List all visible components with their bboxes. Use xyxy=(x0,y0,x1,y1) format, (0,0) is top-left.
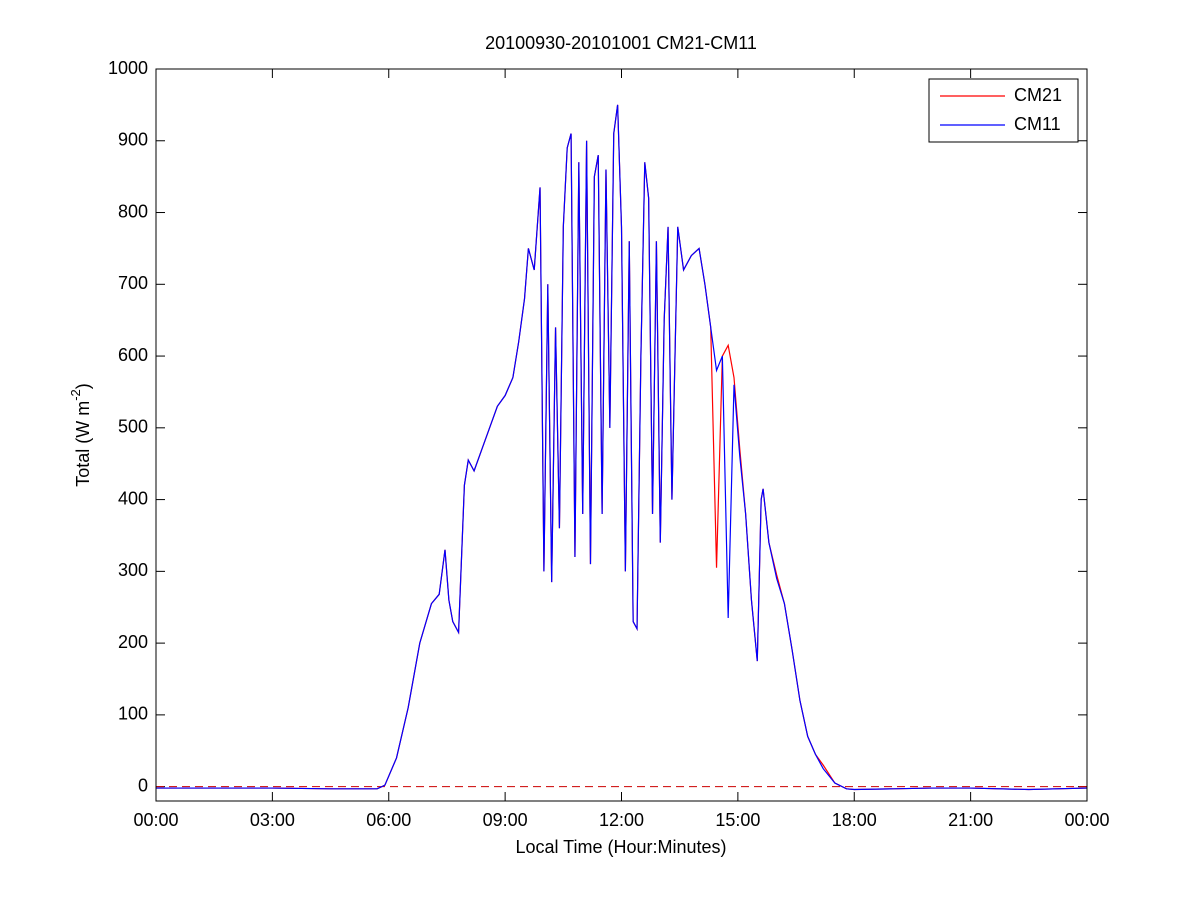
y-tick-label: 500 xyxy=(118,417,148,437)
data-line xyxy=(156,104,1088,791)
y-tick-label: 600 xyxy=(118,345,148,365)
y-axis-label-end: ) xyxy=(73,383,93,389)
x-tick-label: 21:00 xyxy=(948,810,993,830)
y-tick-label: 800 xyxy=(118,201,148,221)
x-tick-label: 06:00 xyxy=(366,810,411,830)
y-tick-label: 100 xyxy=(118,704,148,724)
y-tick-label: 700 xyxy=(118,273,148,293)
x-tick-label: 18:00 xyxy=(832,810,877,830)
y-axis-label-text: Total (W m xyxy=(73,401,93,487)
y-tick-label: 1000 xyxy=(108,58,148,78)
y-tick-label: 300 xyxy=(118,560,148,580)
x-tick-label: 09:00 xyxy=(483,810,528,830)
x-tick-label: 00:00 xyxy=(1064,810,1109,830)
x-tick-label: 12:00 xyxy=(599,810,644,830)
legend-label: CM21 xyxy=(1014,85,1062,105)
x-tick-label: 03:00 xyxy=(250,810,295,830)
x-tick-label: 00:00 xyxy=(133,810,178,830)
y-tick-label: 0 xyxy=(138,775,148,795)
x-tick-label: 15:00 xyxy=(715,810,760,830)
x-axis-label: Local Time (Hour:Minutes) xyxy=(515,837,726,857)
plot-frame xyxy=(155,68,1088,802)
legend-box xyxy=(928,78,1079,143)
chart-title: 20100930-20101001 CM21-CM11 xyxy=(485,33,757,53)
y-tick-label: 900 xyxy=(118,130,148,150)
y-axis-label-sup: -2 xyxy=(68,389,83,401)
y-axis-label: Total (W m-2) xyxy=(68,383,92,487)
y-tick-label: 200 xyxy=(118,632,148,652)
legend-label: CM11 xyxy=(1014,114,1061,134)
y-tick-label: 400 xyxy=(118,488,148,508)
